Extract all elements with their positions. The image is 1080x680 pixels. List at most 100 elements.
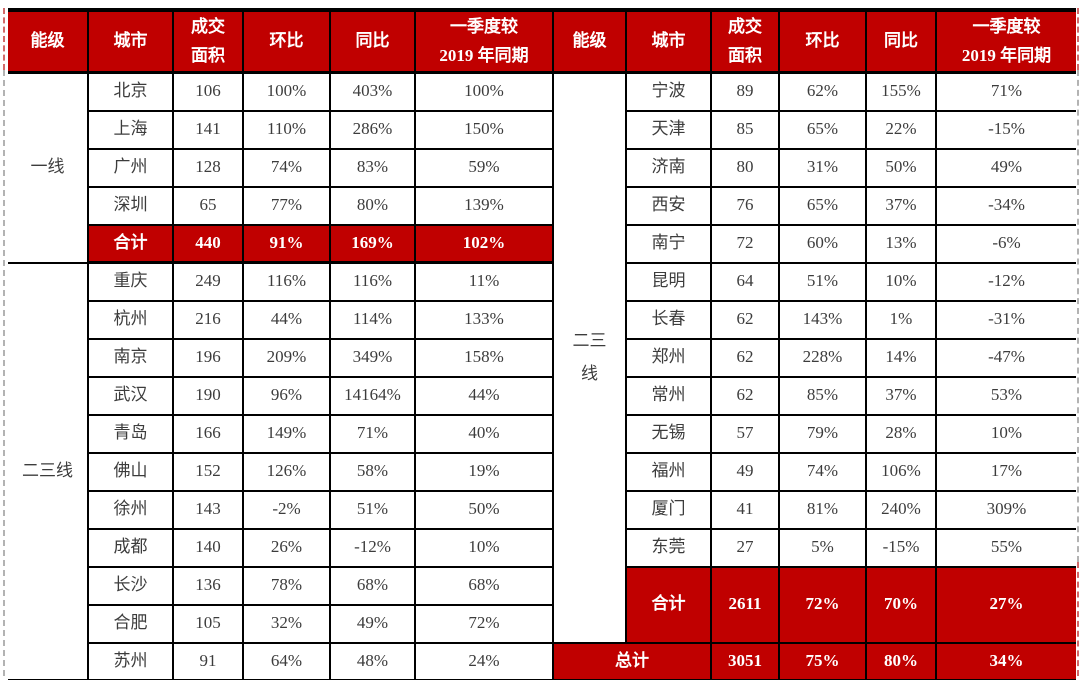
- value-cell: 150%: [414, 109, 554, 150]
- city-row: 合肥 105 32% 49% 72%: [8, 603, 554, 644]
- value-cell: 53%: [935, 375, 1076, 416]
- city-row: 郑州 62 228% 14% -47%: [554, 337, 1076, 378]
- subtotal-row: 合计 2611 72% 70% 27%: [554, 565, 1076, 644]
- column-header: 一季度较 2019 年同期: [414, 9, 554, 74]
- value-cell: 31%: [778, 147, 867, 188]
- value-cell: 68%: [329, 565, 416, 606]
- grand-total-row: 总计 3051 75% 80% 34%: [554, 641, 1076, 680]
- city-row: 南宁 72 60% 13% -6%: [554, 223, 1076, 264]
- city-row: 广州 128 74% 83% 59%: [8, 147, 554, 188]
- city-cell: 南京: [88, 337, 174, 378]
- city-cell: 青岛: [88, 413, 174, 454]
- value-cell: 155%: [865, 71, 937, 112]
- value-cell: 79%: [778, 413, 867, 454]
- subtotal-row: 合计 440 91% 169% 102%: [8, 223, 554, 264]
- value-cell: 57: [710, 413, 780, 454]
- value-cell: 72%: [778, 565, 867, 644]
- city-cell: 长沙: [88, 565, 174, 606]
- tables-container: 能级 城市 成交 面积 环比 同比 一季度较 2019 年同期 一线 北京 106 100% 403…: [8, 8, 1076, 680]
- value-cell: -12%: [329, 527, 416, 568]
- city-cell: 杭州: [88, 299, 174, 340]
- value-cell: 5%: [778, 527, 867, 568]
- value-cell: 10%: [935, 413, 1076, 454]
- value-cell: 440: [172, 223, 244, 264]
- city-cell: 佛山: [88, 451, 174, 492]
- column-header: 一季度较 2019 年同期: [935, 9, 1076, 74]
- value-cell: 85: [710, 109, 780, 150]
- right-edge-dash-gray: [1077, 70, 1079, 562]
- value-cell: 11%: [414, 261, 554, 302]
- subtotal-label-cell: 合计: [88, 223, 174, 264]
- value-cell: 240%: [865, 489, 937, 530]
- right-edge-dash-red-bottom: [1077, 562, 1079, 676]
- value-cell: -12%: [935, 261, 1076, 302]
- value-cell: 55%: [935, 527, 1076, 568]
- value-cell: 166: [172, 413, 244, 454]
- city-cell: 徐州: [88, 489, 174, 530]
- value-cell: 44%: [242, 299, 331, 340]
- left-edge-dash-gray: [3, 70, 5, 676]
- column-header: 能级: [554, 9, 627, 74]
- city-cell: 武汉: [88, 375, 174, 416]
- city-row: 一线 北京 106 100% 403% 100%: [8, 71, 554, 264]
- value-cell: 14164%: [329, 375, 416, 416]
- value-cell: 196: [172, 337, 244, 378]
- value-cell: 77%: [242, 185, 331, 226]
- value-cell: 143: [172, 489, 244, 530]
- tier-cell: 一线: [8, 71, 89, 264]
- value-cell: 58%: [329, 451, 416, 492]
- value-cell: 140: [172, 527, 244, 568]
- value-cell: 3051: [710, 641, 780, 680]
- value-cell: 41: [710, 489, 780, 530]
- value-cell: -34%: [935, 185, 1076, 226]
- value-cell: 74%: [242, 147, 331, 188]
- value-cell: 85%: [778, 375, 867, 416]
- value-cell: 40%: [414, 413, 554, 454]
- header-row: 能级 城市 成交 面积 环比 同比 一季度较 2019 年同期: [8, 9, 554, 74]
- city-row: 佛山 152 126% 58% 19%: [8, 451, 554, 492]
- value-cell: -15%: [935, 109, 1076, 150]
- value-cell: 28%: [865, 413, 937, 454]
- city-cell: 天津: [626, 109, 712, 150]
- value-cell: 228%: [778, 337, 867, 378]
- value-cell: 136: [172, 565, 244, 606]
- value-cell: 80: [710, 147, 780, 188]
- value-cell: 100%: [414, 71, 554, 112]
- value-cell: 133%: [414, 299, 554, 340]
- transaction-table-left: 能级 城市 成交 面积 环比 同比 一季度较 2019 年同期 一线 北京 106 100% 403…: [8, 8, 554, 680]
- column-header: 同比: [865, 9, 937, 74]
- value-cell: 126%: [242, 451, 331, 492]
- grand-total-label-cell: 总计: [554, 641, 712, 680]
- value-cell: 76: [710, 185, 780, 226]
- city-row: 天津 85 65% 22% -15%: [554, 109, 1076, 150]
- value-cell: 81%: [778, 489, 867, 530]
- value-cell: 26%: [242, 527, 331, 568]
- value-cell: 64%: [242, 641, 331, 680]
- value-cell: 62: [710, 375, 780, 416]
- city-cell: 福州: [626, 451, 712, 492]
- value-cell: 102%: [414, 223, 554, 264]
- city-row: 东莞 27 5% -15% 55%: [554, 527, 1076, 568]
- value-cell: -47%: [935, 337, 1076, 378]
- column-header: 城市: [87, 9, 174, 74]
- tier-cell: 二三线: [8, 261, 89, 680]
- value-cell: 51%: [778, 261, 867, 302]
- value-cell: 48%: [329, 641, 416, 680]
- value-cell: 89: [710, 71, 780, 112]
- city-row: 长春 62 143% 1% -31%: [554, 299, 1076, 340]
- value-cell: 216: [172, 299, 244, 340]
- value-cell: -2%: [242, 489, 331, 530]
- value-cell: 91%: [242, 223, 331, 264]
- value-cell: 141: [172, 109, 244, 150]
- city-cell: 深圳: [88, 185, 174, 226]
- value-cell: 116%: [242, 261, 331, 302]
- city-cell: 常州: [626, 375, 712, 416]
- value-cell: 62%: [778, 71, 867, 112]
- city-row: 苏州 91 64% 48% 24%: [8, 641, 554, 680]
- city-cell: 苏州: [88, 641, 174, 680]
- column-header: 环比: [778, 9, 867, 74]
- subtotal-label-cell: 合计: [626, 565, 712, 644]
- value-cell: 106: [172, 71, 244, 112]
- left-edge-dash-red: [3, 8, 5, 70]
